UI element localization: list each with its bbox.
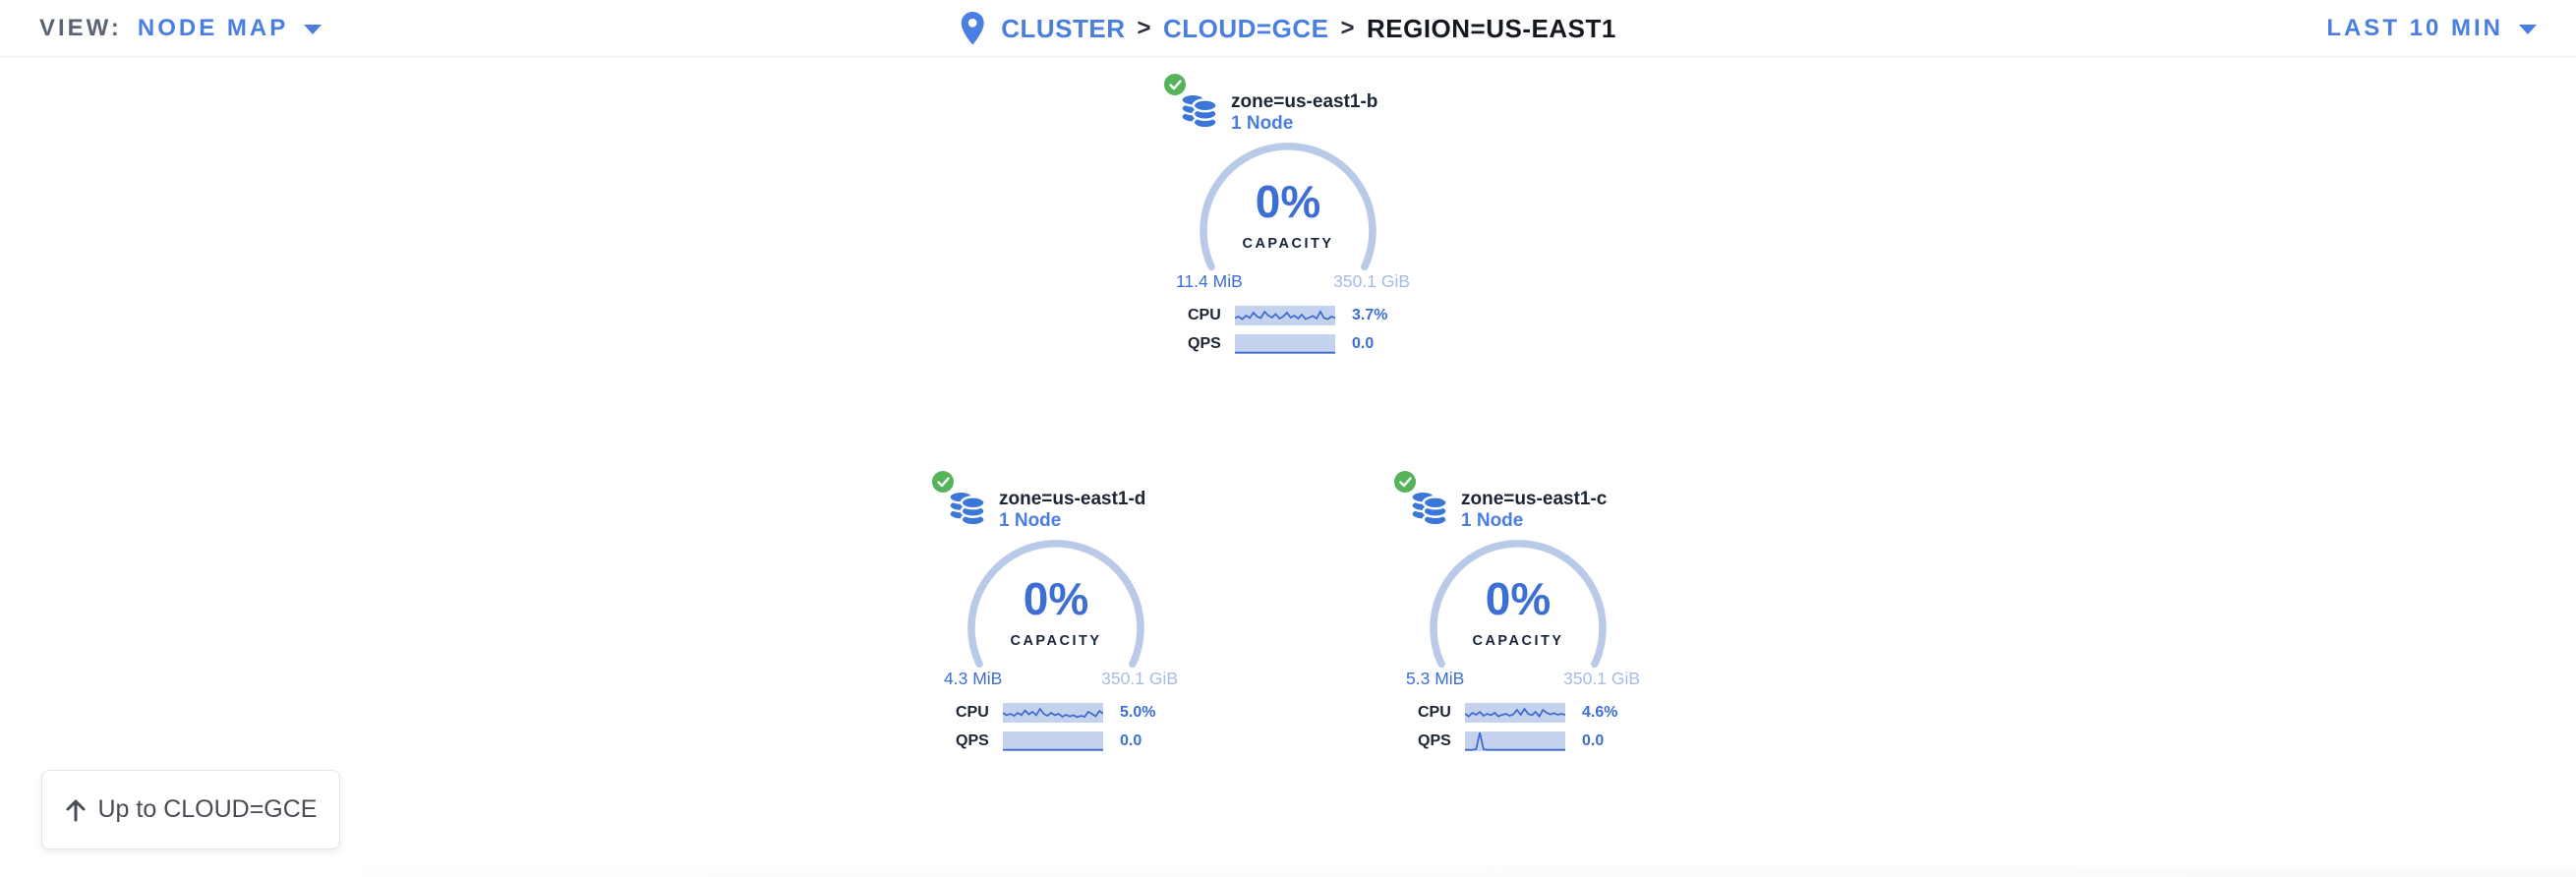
node-count: 1 Node (1461, 510, 1524, 531)
breadcrumb-separator: > (1340, 15, 1355, 41)
capacity-percent: 0% (1255, 176, 1321, 227)
qps-sparkline (1235, 334, 1335, 354)
breadcrumb: CLUSTER > CLOUD=GCE > REGION=US-EAST1 (960, 0, 1616, 57)
qps-value: 0.0 (1120, 732, 1142, 749)
qps-metric-row: QPS 0.0 (1188, 333, 1374, 355)
card-header-text: zone=us-east1-c 1 Node (1461, 488, 1607, 532)
cpu-label: CPU (1188, 307, 1221, 323)
cpu-label: CPU (956, 704, 989, 721)
breadcrumb-cloud-link[interactable]: CLOUD=GCE (1162, 13, 1329, 43)
chevron-down-icon (2519, 25, 2537, 34)
node-count: 1 Node (999, 510, 1062, 531)
database-stack-icon (932, 471, 986, 527)
capacity-label: CAPACITY (1010, 633, 1102, 649)
capacity-percent: 0% (1485, 573, 1551, 624)
card-header-text: zone=us-east1-b 1 Node (1231, 90, 1377, 135)
arrow-up-icon (65, 798, 87, 822)
card-header-text: zone=us-east1-d 1 Node (999, 488, 1145, 532)
capacity-gauge-arc (1430, 540, 1607, 669)
zone-title: zone=us-east1-b (1231, 91, 1378, 112)
qps-metric-row: QPS 0.0 (1418, 731, 1604, 752)
database-stack-icon (1394, 471, 1448, 527)
view-selector[interactable]: VIEW: NODE MAP (39, 15, 322, 42)
up-button-label: Up to CLOUD=GCE (97, 795, 318, 823)
qps-sparkline (1003, 731, 1103, 751)
topbar: VIEW: NODE MAP CLUSTER > CLOUD=GCE > REG… (0, 0, 2576, 57)
capacity-percent: 0% (1023, 573, 1089, 624)
location-pin-icon (960, 11, 985, 46)
cpu-metric-row: CPU 4.6% (1418, 702, 1617, 724)
qps-metric-row: QPS 0.0 (956, 731, 1142, 752)
zone-card-us-east1-d[interactable]: zone=us-east1-d 1 Node 0% CAPACITY 4.3 M… (899, 464, 1213, 759)
cpu-metric-row: CPU 3.7% (1188, 305, 1387, 326)
capacity-values: 11.4 MiB 350.1 GiB (1176, 269, 1410, 293)
capacity-total: 350.1 GiB (1101, 668, 1178, 688)
capacity-label: CAPACITY (1472, 633, 1564, 649)
map-edge-shading (364, 866, 2576, 877)
capacity-values: 4.3 MiB 350.1 GiB (944, 667, 1178, 690)
time-range-value: LAST 10 MIN (2326, 14, 2503, 41)
breadcrumb-separator: > (1137, 15, 1151, 41)
cpu-label: CPU (1418, 704, 1451, 721)
capacity-label: CAPACITY (1242, 236, 1334, 252)
capacity-gauge-arc (1200, 143, 1376, 271)
cpu-sparkline (1465, 703, 1565, 723)
cpu-value: 5.0% (1120, 704, 1156, 721)
zone-card-us-east1-b[interactable]: zone=us-east1-b 1 Node 0% CAPACITY 11.4 … (1131, 67, 1445, 362)
capacity-used: 4.3 MiB (944, 668, 1003, 688)
qps-value: 0.0 (1582, 732, 1605, 749)
healthy-status-icon (1394, 471, 1416, 493)
cpu-sparkline (1235, 306, 1335, 325)
qps-label: QPS (1188, 335, 1221, 352)
capacity-total: 350.1 GiB (1333, 270, 1410, 291)
cpu-sparkline (1003, 703, 1103, 723)
chevron-down-icon (304, 25, 322, 34)
breadcrumb-current: REGION=US-EAST1 (1366, 13, 1616, 43)
view-label: VIEW: (39, 14, 122, 41)
up-to-parent-button[interactable]: Up to CLOUD=GCE (41, 770, 340, 849)
healthy-status-icon (932, 471, 954, 493)
cpu-metric-row: CPU 5.0% (956, 702, 1155, 724)
cpu-value: 3.7% (1352, 307, 1388, 323)
qps-value: 0.0 (1352, 335, 1375, 352)
qps-label: QPS (1418, 732, 1451, 749)
view-value: NODE MAP (137, 14, 289, 41)
capacity-used: 11.4 MiB (1176, 270, 1243, 291)
breadcrumb-cluster-link[interactable]: CLUSTER (1001, 13, 1126, 43)
healthy-status-icon (1164, 74, 1186, 95)
zone-card-us-east1-c[interactable]: zone=us-east1-c 1 Node 0% CAPACITY 5.3 M… (1361, 464, 1675, 759)
node-count: 1 Node (1231, 113, 1294, 134)
database-stack-icon (1164, 74, 1218, 130)
zone-title: zone=us-east1-c (1461, 489, 1608, 509)
capacity-gauge-arc (967, 540, 1144, 669)
time-range-selector[interactable]: LAST 10 MIN (2326, 15, 2537, 42)
cpu-value: 4.6% (1582, 704, 1618, 721)
zone-title: zone=us-east1-d (999, 489, 1146, 509)
qps-sparkline (1465, 731, 1565, 751)
capacity-total: 350.1 GiB (1563, 668, 1640, 688)
capacity-used: 5.3 MiB (1406, 668, 1465, 688)
capacity-values: 5.3 MiB 350.1 GiB (1406, 667, 1640, 690)
qps-label: QPS (956, 732, 989, 749)
